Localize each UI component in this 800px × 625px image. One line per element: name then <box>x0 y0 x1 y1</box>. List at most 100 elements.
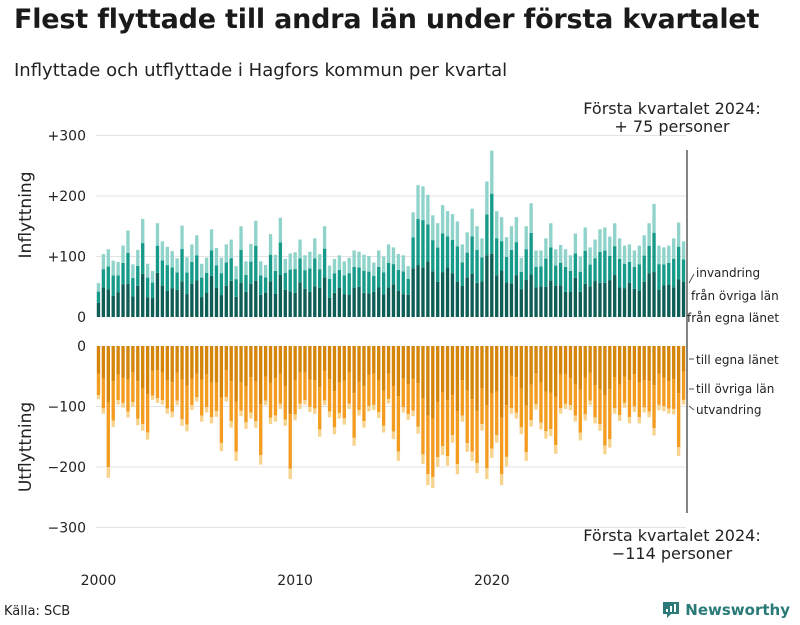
outflow-bar-utvandring <box>332 427 337 435</box>
inflow-bar-invandring <box>563 249 568 267</box>
outflow-bar-ovriga <box>254 381 258 422</box>
inflow-bar-invandring <box>283 258 287 273</box>
inflow-bar-invandring <box>106 249 110 267</box>
inflow-bar-ovriga <box>593 258 597 282</box>
inflow-bar-egna <box>672 287 676 317</box>
inflow-bar-invandring <box>475 226 479 250</box>
inflow-bar-invandring <box>445 211 450 237</box>
inflow-bar-invandring <box>588 247 592 265</box>
inflow-bar-egna <box>155 272 160 317</box>
outflow-bar-utvandring <box>308 406 312 412</box>
inflow-bar-egna <box>647 273 651 317</box>
outflow-bar-ovriga <box>681 371 686 400</box>
inflow-bar-egna <box>637 290 641 317</box>
outflow-bar-ovriga <box>352 393 356 438</box>
inflow-bar-invandring <box>244 261 248 275</box>
outflow-bar-ovriga <box>362 386 366 422</box>
outflow-bar-egna <box>372 346 376 374</box>
newsworthy-logo[interactable]: Newsworthy <box>661 600 790 620</box>
outflow-bar-ovriga <box>372 373 376 405</box>
brand-name: Newsworthy <box>685 601 790 619</box>
outflow-bar-egna <box>431 346 435 419</box>
outflow-bar-egna <box>534 346 538 374</box>
inflow-bar-invandring <box>485 181 489 215</box>
inflow-bar-ovriga <box>332 273 337 293</box>
inflow-bar-egna <box>524 279 528 317</box>
inflow-bar-ovriga <box>185 272 189 295</box>
inflow-bar-ovriga <box>200 277 204 298</box>
inflow-bar-egna <box>332 292 337 317</box>
outflow-bar-ovriga <box>637 382 641 418</box>
inflow-bar-invandring <box>185 257 189 273</box>
inflow-bar-egna <box>116 292 120 317</box>
axes: 0 +100 +200 +300 0 −100 −200 −300 Inflyttning Utf… <box>16 129 510 590</box>
series-label-fran-ovriga-lan: från övriga län <box>691 289 779 303</box>
inflow-bar-invandring <box>190 244 194 262</box>
inflow-bar-ovriga <box>465 252 469 278</box>
outflow-bar-utvandring <box>386 398 391 404</box>
outflow-bar-ovriga <box>534 373 538 405</box>
outflow-bar-egna <box>568 346 573 379</box>
outflow-bar-ovriga <box>386 373 391 399</box>
outflow-bar-utvandring <box>470 451 474 461</box>
inflow-bar-ovriga <box>308 268 312 293</box>
label-leader <box>688 405 695 411</box>
y-axis-title-inflow: Inflyttning <box>16 172 36 259</box>
inflow-bar-invandring <box>647 223 651 246</box>
inflow-bar-invandring <box>583 227 587 251</box>
inflow-bar-ovriga <box>485 214 489 256</box>
inflow-bar-invandring <box>662 247 666 265</box>
outflow-bar-egna <box>549 346 553 393</box>
inflow-bar-ovriga <box>676 246 681 280</box>
outflow-bar-utvandring <box>495 435 499 443</box>
y-tick-label: −100 <box>48 400 86 416</box>
outflow-bar-egna <box>421 346 425 399</box>
inflow-bars <box>96 150 686 317</box>
outflow-bar-utvandring <box>150 395 155 400</box>
outflow-bar-utvandring <box>514 412 519 419</box>
outflow-bar-ovriga <box>106 402 110 468</box>
inflow-bar-ovriga <box>357 267 361 287</box>
outflow-bar-egna <box>244 346 248 386</box>
inflow-bar-ovriga <box>667 262 671 285</box>
inflow-bar-egna <box>632 288 637 317</box>
outflow-bar-ovriga <box>101 378 106 409</box>
outflow-bar-utvandring <box>155 398 160 403</box>
inflow-bar-ovriga <box>514 242 519 276</box>
inflow-bar-invandring <box>426 194 430 225</box>
outflow-bar-utvandring <box>106 467 110 478</box>
newsworthy-icon <box>663 602 680 618</box>
outflow-bar-utvandring <box>185 424 189 432</box>
inflow-bar-invandring <box>608 236 612 256</box>
outflow-bar-utvandring <box>273 415 278 422</box>
outflow-bar-egna <box>214 346 219 383</box>
outflow-bar-ovriga <box>558 374 563 409</box>
inflow-bar-ovriga <box>209 250 214 276</box>
outflow-bar-egna <box>175 346 179 373</box>
outflow-bar-egna <box>288 346 292 415</box>
outflow-bar-ovriga <box>337 382 342 413</box>
inflow-bar-invandring <box>672 238 676 259</box>
outflow-bar-utvandring <box>657 404 661 411</box>
outflow-bar-ovriga <box>357 381 361 411</box>
outflow-bar-utvandring <box>141 424 145 431</box>
inflow-bar-ovriga <box>588 264 592 287</box>
inflow-bar-invandring <box>249 243 253 262</box>
outflow-bar-ovriga <box>293 380 297 415</box>
inflow-bar-invandring <box>549 223 553 248</box>
outflow-bar-egna <box>662 346 666 378</box>
inflow-bar-invandring <box>622 245 627 264</box>
inflow-bar-ovriga <box>165 265 169 291</box>
inflow-bar-egna <box>381 294 386 317</box>
inflow-bar-invandring <box>111 260 115 276</box>
outflow-bar-egna <box>617 346 622 385</box>
outflow-bar-egna <box>268 346 273 383</box>
inflow-bar-invandring <box>293 252 297 270</box>
inflow-bar-egna <box>219 295 224 317</box>
y-tick-label: −300 <box>48 521 86 537</box>
inflow-bar-egna <box>563 291 568 317</box>
inflow-bar-invandring <box>495 211 499 239</box>
inflow-bar-invandring <box>318 254 322 270</box>
outflow-bar-utvandring <box>224 397 228 402</box>
inflow-bar-invandring <box>460 244 464 263</box>
